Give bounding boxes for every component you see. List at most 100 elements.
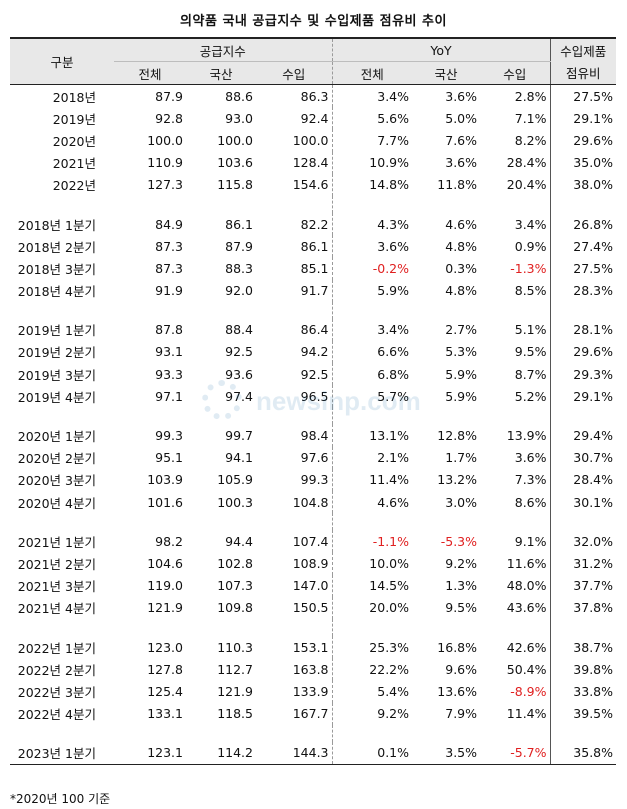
spacer-cell <box>256 407 332 424</box>
cell-supply-total: 123.1 <box>114 741 186 765</box>
spacer-cell <box>549 301 617 319</box>
spacer-cell <box>412 407 480 424</box>
spacer-cell <box>412 196 480 213</box>
cell-supply-domestic: 110.3 <box>217 639 253 655</box>
cell-supply-domestic: 115.8 <box>217 177 253 193</box>
cell-supply-domestic: 102.8 <box>217 555 253 571</box>
cell-yoy-domestic: 9.6% <box>445 661 478 677</box>
cell-supply-import: 153.1 <box>292 639 329 655</box>
table-row: 2020년 3분기 103.9 105.9 99.3 11.4% 13.2% 7.3% 28.… <box>10 468 617 491</box>
row-label: 2019년 4분기 <box>17 389 96 405</box>
table-row: 2019년 92.8 93.0 92.4 5.6% 5.0% 7.1% 29.1% <box>10 107 617 130</box>
cell-import-share: 31.2% <box>549 552 617 575</box>
table-row: 2022년 1분기 123.0 110.3 153.1 25.3% 16.8% 42.6% 3… <box>10 635 617 659</box>
cell-import-share: 27.5% <box>549 257 617 280</box>
cell-supply-import: 133.9 <box>292 683 329 699</box>
cell-yoy-domestic: 16.8% <box>437 639 478 655</box>
cell-yoy-import: 42.6% <box>506 639 547 655</box>
spacer-cell <box>256 196 332 213</box>
cell-supply-total: 125.4 <box>147 683 183 699</box>
cell-yoy-import: 2.8% <box>514 88 547 104</box>
cell-supply-import: 91.7 <box>300 283 329 299</box>
table-row: 2018년 87.9 88.6 86.3 3.4% 3.6% 2.8% 27.5% <box>10 84 617 108</box>
spacer-cell <box>186 407 256 424</box>
table-row: 2021년 3분기 119.0 107.3 147.0 14.5% 1.3% 48.0% 37… <box>10 574 617 597</box>
cell-yoy-total: 14.5% <box>331 574 413 597</box>
cell-yoy-domestic: 3.0% <box>445 494 478 510</box>
cell-import-share: 37.8% <box>549 596 617 619</box>
spacer-cell <box>256 725 332 742</box>
cell-supply-import: 154.6 <box>292 177 329 193</box>
cell-supply-import: 163.8 <box>292 661 329 677</box>
cell-supply-import: 104.8 <box>292 494 329 510</box>
row-label: 2018년 1분기 <box>17 217 96 233</box>
spacer-cell <box>412 513 480 530</box>
cell-yoy-domestic: 5.3% <box>445 344 478 360</box>
table-row: 2018년 4분기 91.9 92.0 91.7 5.9% 4.8% 8.5% 28.3% <box>10 279 617 302</box>
cell-supply-import: 147.0 <box>292 578 329 594</box>
cell-supply-import: 144.3 <box>256 741 333 765</box>
cell-supply-total: 127.3 <box>147 177 183 193</box>
cell-supply-total: 127.8 <box>147 661 183 677</box>
cell-supply-domestic: 105.9 <box>217 472 253 488</box>
cell-import-share: 29.6% <box>549 129 617 152</box>
spacer-cell <box>480 513 550 530</box>
cell-supply-total: 99.3 <box>155 428 183 444</box>
cell-yoy-total: 6.6% <box>331 340 413 364</box>
cell-supply-import: 99.3 <box>300 472 329 488</box>
spacer-cell <box>549 513 617 531</box>
cell-yoy-domestic: 7.9% <box>445 706 478 722</box>
cell-supply-domestic: 100.0 <box>217 132 253 148</box>
cell-supply-import: 150.5 <box>292 600 329 616</box>
cell-supply-total: 104.6 <box>147 555 183 571</box>
table-row: 2022년 2분기 127.8 112.7 163.8 22.2% 9.6% 50.4% 39… <box>10 658 617 681</box>
header-import-share: 수입제품 <box>549 38 617 62</box>
spacer-cell <box>480 407 550 424</box>
cell-yoy-domestic: 3.6% <box>445 88 478 104</box>
cell-yoy-total: -0.2% <box>331 257 413 280</box>
cell-yoy-total: 11.4% <box>331 468 413 491</box>
cell-supply-import: 85.1 <box>300 260 329 276</box>
cell-import-share: 28.4% <box>549 468 617 491</box>
cell-import-share: 37.7% <box>549 574 617 597</box>
cell-supply-total: 110.9 <box>147 155 183 171</box>
cell-supply-import: 167.7 <box>292 706 329 722</box>
row-label: 2021년 3분기 <box>17 579 96 595</box>
row-label: 2020년 3분기 <box>17 473 96 489</box>
header-supply-domestic: 국산 <box>186 61 256 85</box>
cell-yoy-domestic: 7.6% <box>445 132 478 148</box>
cell-supply-total: 95.1 <box>155 450 183 466</box>
table-row: 2022년 4분기 133.1 118.5 167.7 9.2% 7.9% 11.4% 39.… <box>10 702 617 725</box>
cell-yoy-import: 7.1% <box>514 110 547 126</box>
cell-yoy-import: 3.4% <box>514 216 547 232</box>
cell-yoy-import: 50.4% <box>506 661 547 677</box>
row-label: 2020년 2분기 <box>17 451 96 467</box>
supply-index-table: 구분 공급지수 YoY 수입제품 전체 국산 수입 전체 국산 수입 점유비 2… <box>10 37 617 765</box>
spacer-cell <box>549 195 617 213</box>
table-row: 2018년 1분기 84.9 86.1 82.2 4.3% 4.6% 3.4% 26.8% <box>10 212 617 236</box>
table-row: 2020년 1분기 99.3 99.7 98.4 13.1% 12.8% 13.9% 29.4… <box>10 424 617 447</box>
table-title: 의약품 국내 공급지수 및 수입제품 점유비 추이 <box>180 14 447 29</box>
row-spacer <box>10 195 617 213</box>
cell-import-share: 28.3% <box>549 279 617 302</box>
spacer-cell <box>114 725 186 742</box>
spacer-cell <box>186 619 256 636</box>
spacer-cell <box>331 618 413 636</box>
cell-supply-import: 98.4 <box>300 428 329 444</box>
cell-supply-domestic: 92.5 <box>225 344 253 360</box>
cell-supply-total: 98.2 <box>155 533 183 549</box>
cell-yoy-total: 9.2% <box>331 702 413 725</box>
spacer-cell <box>186 302 256 319</box>
table-row: 2023년 1분기 123.1 114.2 144.3 0.1% 3.5% -5.7% 35.… <box>10 741 617 765</box>
cell-yoy-total: 5.6% <box>331 107 413 130</box>
cell-supply-total: 87.3 <box>155 260 183 276</box>
spacer-cell <box>549 407 617 425</box>
cell-yoy-domestic: 0.3% <box>445 260 478 276</box>
cell-yoy-total: 13.1% <box>331 424 413 447</box>
spacer-cell <box>114 302 186 319</box>
cell-import-share: 30.7% <box>549 446 617 469</box>
cell-supply-domestic: 92.0 <box>225 283 253 299</box>
cell-supply-import: 92.5 <box>300 366 329 382</box>
cell-yoy-total: 5.7% <box>331 385 413 408</box>
cell-import-share: 29.3% <box>549 363 617 386</box>
